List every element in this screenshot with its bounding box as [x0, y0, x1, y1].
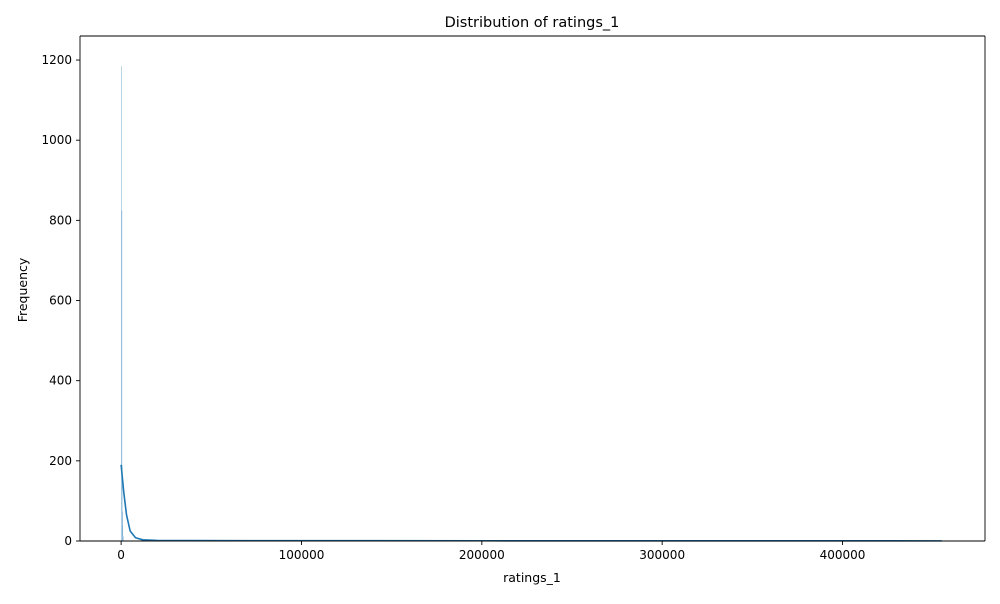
- x-tick-label: 200000: [459, 548, 505, 562]
- chart-title: Distribution of ratings_1: [445, 15, 620, 31]
- kde-curve: [120, 464, 942, 542]
- y-tick-label: 200: [49, 454, 72, 468]
- y-tick-label: 0: [64, 534, 72, 548]
- x-axis-ticks: 0 100000 200000 300000 400000: [117, 541, 865, 562]
- y-tick-label: 600: [49, 294, 72, 308]
- y-tick-label: 1200: [41, 53, 72, 67]
- x-tick-label: 100000: [279, 548, 325, 562]
- x-tick-label: 0: [117, 548, 125, 562]
- y-axis-ticks: 0 200 400 600 800 1000 1200: [41, 53, 80, 548]
- x-tick-label: 400000: [820, 548, 866, 562]
- y-tick-label: 400: [49, 374, 72, 388]
- y-tick-label: 800: [49, 213, 72, 227]
- x-tick-label: 300000: [639, 548, 685, 562]
- histogram-bar: [122, 536, 124, 542]
- y-axis-label: Frequency: [15, 257, 30, 322]
- y-tick-label: 1000: [41, 133, 72, 147]
- kde-line: [120, 464, 942, 542]
- plot-axes: [79, 35, 986, 542]
- x-axis-label: ratings_1: [503, 570, 561, 585]
